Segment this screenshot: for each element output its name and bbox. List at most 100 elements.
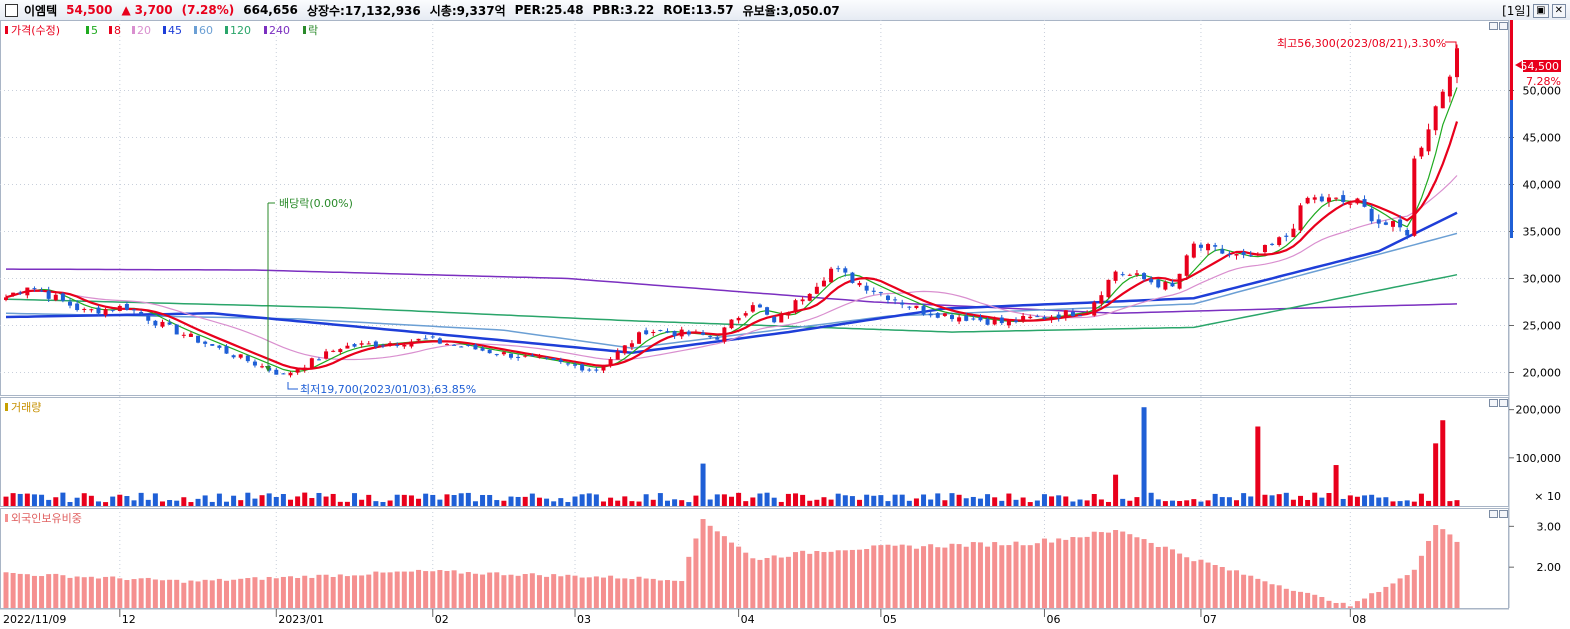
foreign-ratio-bar[interactable] (536, 575, 542, 608)
volume-bar[interactable] (864, 494, 870, 506)
volume-bar[interactable] (416, 498, 422, 506)
volume-bar[interactable] (1077, 499, 1083, 506)
foreign-ratio-bar[interactable] (266, 576, 272, 608)
volume-bar[interactable] (558, 498, 564, 506)
candle[interactable] (1220, 244, 1225, 255)
candle[interactable] (1241, 248, 1246, 259)
volume-bar[interactable] (1105, 501, 1111, 506)
volume-bar[interactable] (159, 501, 165, 506)
candle[interactable] (1369, 204, 1374, 224)
volume-bar[interactable] (572, 496, 578, 506)
foreign-ratio-bar[interactable] (458, 573, 464, 608)
candle[interactable] (928, 310, 933, 318)
volume-bar[interactable] (1198, 501, 1204, 506)
foreign-ratio-bar[interactable] (67, 577, 73, 608)
foreign-ratio-bar[interactable] (501, 575, 507, 608)
candle[interactable] (181, 332, 186, 339)
volume-bar[interactable] (88, 495, 94, 506)
foreign-ratio-bar[interactable] (1298, 591, 1304, 608)
foreign-ratio-bar[interactable] (1383, 586, 1389, 608)
volume-bar[interactable] (871, 495, 877, 506)
volume-bar[interactable] (1226, 497, 1232, 506)
volume-bar[interactable] (721, 494, 727, 506)
volume-bar[interactable] (700, 463, 706, 506)
candle[interactable] (217, 344, 222, 350)
foreign-ratio-bar[interactable] (188, 580, 194, 608)
candle[interactable] (39, 287, 44, 292)
volume-bar[interactable] (302, 492, 308, 506)
candle[interactable] (537, 353, 542, 359)
candle[interactable] (665, 328, 670, 334)
candle[interactable] (1291, 223, 1296, 238)
foreign-ratio-bar[interactable] (316, 574, 322, 608)
foreign-ratio-bar[interactable] (586, 577, 592, 608)
volume-bar[interactable] (985, 494, 991, 506)
foreign-ratio-bar[interactable] (992, 542, 998, 608)
volume-bar[interactable] (494, 500, 500, 506)
foreign-ratio-bar[interactable] (814, 551, 820, 608)
candle[interactable] (1319, 193, 1324, 203)
volume-bar[interactable] (793, 493, 799, 506)
volume-bar[interactable] (970, 496, 976, 506)
foreign-ratio-bar[interactable] (223, 580, 229, 608)
foreign-ratio-bar[interactable] (906, 545, 912, 608)
foreign-ratio-bar[interactable] (1191, 561, 1197, 608)
volume-bar[interactable] (174, 500, 180, 506)
candle[interactable] (722, 326, 727, 344)
foreign-ratio-bar[interactable] (352, 575, 358, 608)
foreign-ratio-bar[interactable] (935, 547, 941, 608)
candle[interactable] (309, 357, 314, 369)
volume-bar[interactable] (252, 498, 258, 506)
foreign-ratio-bar[interactable] (380, 572, 386, 608)
volume-bar[interactable] (359, 499, 365, 506)
volume-bar[interactable] (1148, 492, 1154, 506)
volume-bar[interactable] (53, 497, 59, 506)
foreign-ratio-bar[interactable] (572, 575, 578, 608)
candle[interactable] (1284, 233, 1289, 242)
volume-bar[interactable] (366, 494, 372, 506)
candle[interactable] (437, 337, 442, 345)
volume-bar[interactable] (216, 493, 222, 506)
foreign-ratio-bar[interactable] (53, 573, 59, 608)
volume-bar[interactable] (152, 493, 158, 506)
foreign-ratio-bar[interactable] (942, 547, 948, 608)
volume-bar[interactable] (807, 500, 813, 506)
candle[interactable] (850, 271, 855, 284)
foreign-ratio-bar[interactable] (1212, 564, 1218, 608)
foreign-ratio-bar[interactable] (771, 555, 777, 608)
foreign-ratio-bar[interactable] (963, 546, 969, 608)
candle[interactable] (25, 287, 30, 299)
candle[interactable] (480, 345, 485, 352)
volume-bar[interactable] (17, 493, 23, 506)
foreign-ratio-bar[interactable] (472, 573, 478, 608)
volume-bar[interactable] (1120, 498, 1126, 506)
volume-bar[interactable] (273, 496, 279, 506)
volume-bar[interactable] (1162, 501, 1168, 506)
candle[interactable] (1270, 242, 1275, 246)
foreign-ratio-bar[interactable] (81, 577, 87, 608)
candle[interactable] (1085, 310, 1090, 315)
foreign-ratio-bar[interactable] (1226, 570, 1232, 608)
candle[interactable] (1305, 196, 1310, 205)
candle[interactable] (1070, 308, 1075, 317)
volume-bar[interactable] (1248, 496, 1254, 506)
volume-bar[interactable] (1127, 500, 1133, 506)
volume-bar[interactable] (1397, 501, 1403, 506)
foreign-ratio-bar[interactable] (323, 574, 329, 608)
foreign-ratio-bar[interactable] (344, 576, 350, 608)
candle[interactable] (594, 366, 599, 373)
candle[interactable] (1277, 236, 1282, 247)
foreign-ratio-bar[interactable] (17, 573, 23, 608)
volume-bar[interactable] (935, 493, 941, 506)
volume-bar[interactable] (60, 492, 66, 506)
foreign-ratio-bar[interactable] (1027, 545, 1033, 608)
foreign-ratio-bar[interactable] (1198, 559, 1204, 608)
volume-bar[interactable] (1234, 500, 1240, 506)
foreign-ratio-bar[interactable] (1006, 545, 1012, 608)
candle[interactable] (1198, 242, 1203, 252)
foreign-ratio-bar[interactable] (885, 544, 891, 608)
volume-bar[interactable] (750, 497, 756, 506)
candle[interactable] (523, 354, 528, 358)
candle[interactable] (132, 309, 137, 314)
candle[interactable] (1419, 146, 1424, 160)
